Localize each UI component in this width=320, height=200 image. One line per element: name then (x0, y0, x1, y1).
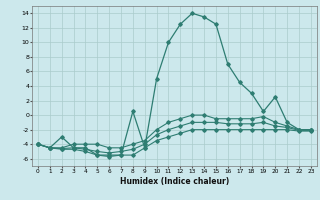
X-axis label: Humidex (Indice chaleur): Humidex (Indice chaleur) (120, 177, 229, 186)
